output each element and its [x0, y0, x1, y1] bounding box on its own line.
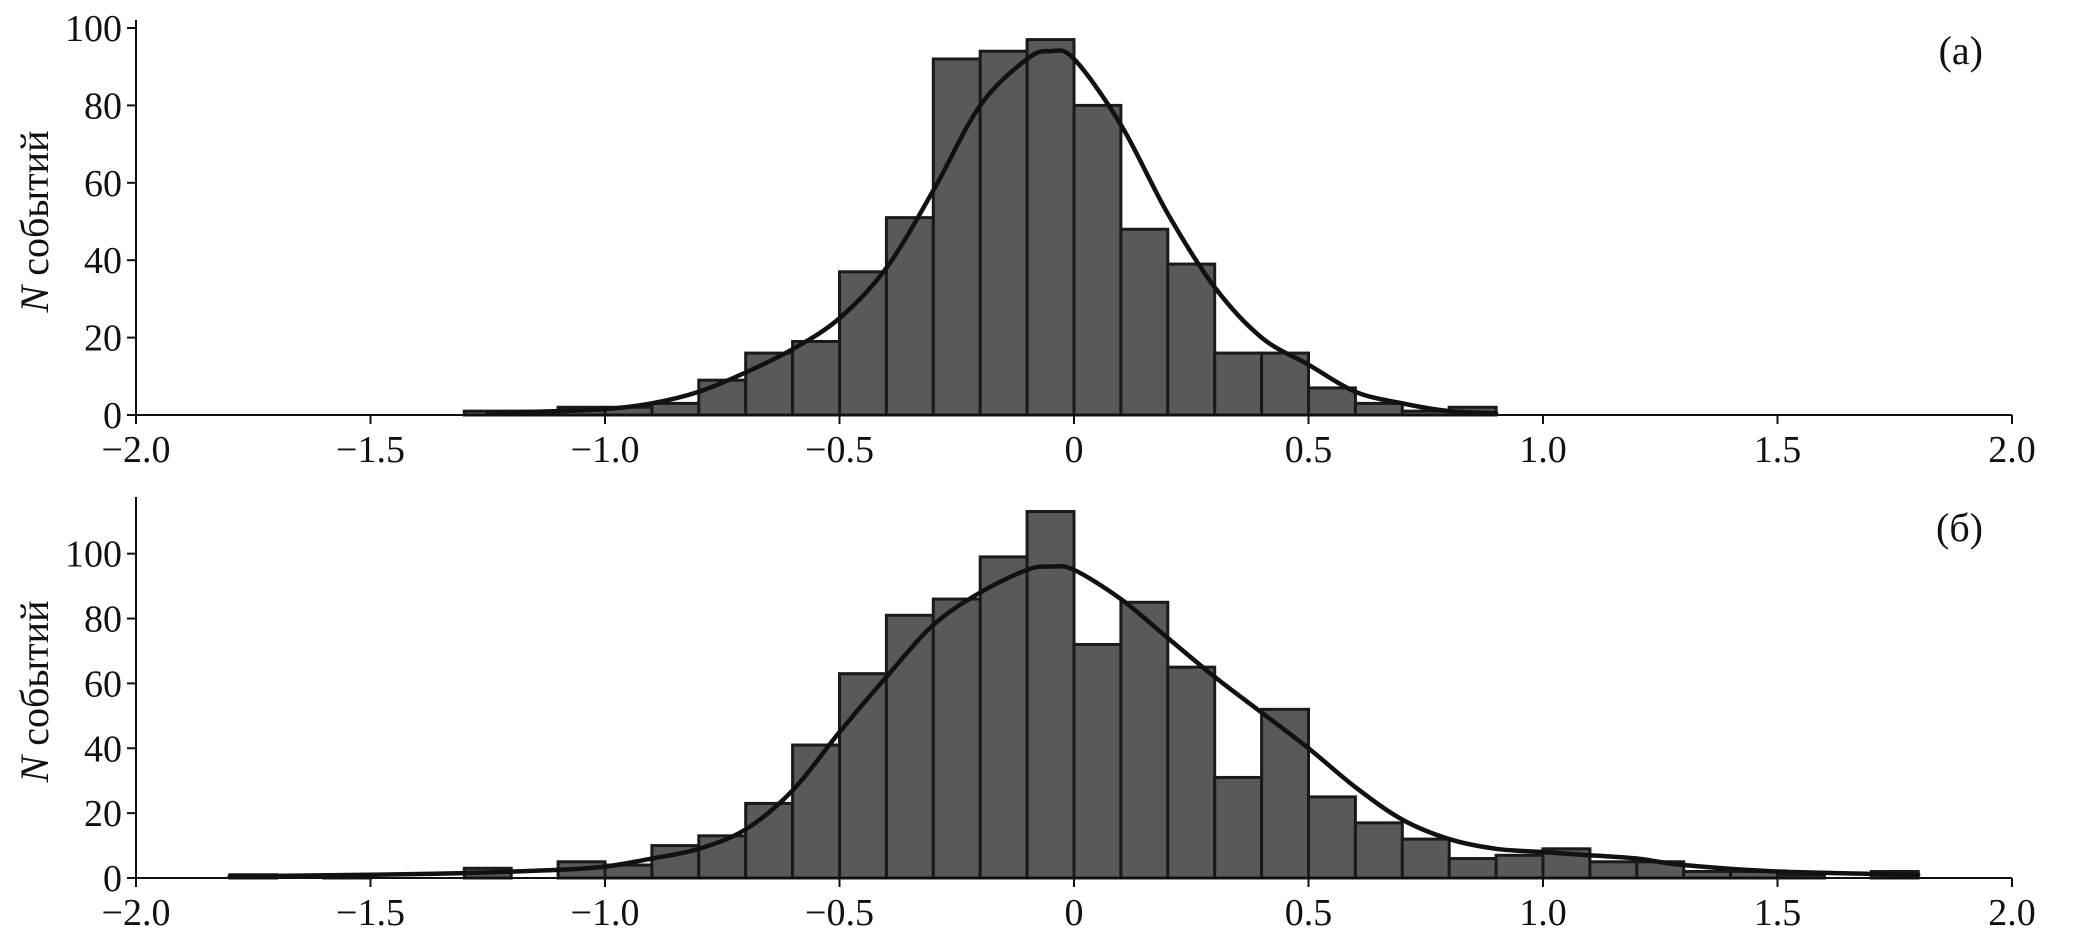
- panel-b-y-tick-label-1: 20: [84, 793, 122, 835]
- panel-a-bar-7: [791, 339, 841, 417]
- panel-a-x-tick-label-2: −1.0: [571, 429, 640, 471]
- panel-b-x-tick-label-3: −0.5: [805, 892, 874, 934]
- panel-b-bar-15: [1119, 600, 1170, 880]
- panel-b-x-tick-label-0: −2.0: [102, 892, 171, 934]
- panel-a-x-tick-label-4: 0: [1065, 429, 1084, 471]
- panel-a-bar-14: [1119, 227, 1170, 417]
- panel-b-x-tick-label-5: 0.5: [1285, 892, 1333, 934]
- panel-a-bars: [462, 38, 1498, 417]
- panel-b-bar-12: [978, 555, 1029, 880]
- panel-b-bar-19: [1307, 795, 1357, 880]
- panel-a-y-tick-label-3: 60: [84, 163, 122, 205]
- panel-a-x-tick-label-7: 1.5: [1754, 429, 1802, 471]
- panel-b-bar-20: [1353, 821, 1404, 880]
- panel-b-y-tick-label-2: 40: [84, 728, 122, 770]
- panel-a-bar-5: [697, 378, 748, 417]
- panel-a-bar-15: [1166, 262, 1217, 417]
- panel-a-bar-19: [1353, 401, 1404, 417]
- panel-a-x-tick-label-5: 0.5: [1285, 429, 1333, 471]
- panel-b-y-tick-label-0: 0: [103, 858, 122, 900]
- panel-b-y-tick-label-3: 60: [84, 663, 122, 705]
- panel-a-x-tick-label-1: −1.5: [336, 429, 405, 471]
- panel-b-bar-25: [1588, 860, 1639, 880]
- panel-a-x-tick-label-0: −2.0: [102, 429, 171, 471]
- panel-b-bar-17: [1213, 775, 1264, 880]
- panel-b-x-tick-label-8: 2.0: [1988, 892, 2036, 934]
- panel-b-label: (б): [1936, 505, 1983, 550]
- panel-b-bars: [228, 509, 1920, 880]
- panel-a: −2.0 −1.5 −1.0 −0.5 0 0.5 1.0 1.5 2.0 0 20 40 60 80 10…: [12, 8, 2036, 471]
- panel-a-bar-4: [650, 401, 701, 417]
- panel-a-bar-13: [1072, 103, 1123, 417]
- panel-b-bar-22: [1447, 857, 1498, 880]
- panel-b-y-tick-label-5: 100: [65, 534, 122, 576]
- panel-b-x-tick-label-1: −1.5: [336, 892, 405, 934]
- panel-b-y-axis-label: N событий: [12, 601, 57, 784]
- panel-b: −2.0 −1.5 −1.0 −0.5 0 0.5 1.0 1.5 2.0 0 20 40 60 80 10…: [12, 497, 2036, 934]
- panel-a-bar-12: [1025, 38, 1076, 417]
- panel-a-label: (а): [1939, 28, 1983, 73]
- panel-b-bar-23: [1494, 853, 1545, 880]
- panel-a-y-axis-label: N событий: [12, 131, 57, 314]
- panel-a-y-tick-label-0: 0: [103, 395, 122, 437]
- panel-a-x-tick-label-3: −0.5: [805, 429, 874, 471]
- panel-a-bar-18: [1307, 386, 1357, 417]
- panel-a-y-tick-label-4: 80: [84, 85, 122, 127]
- panel-a-kde-curve: [485, 48, 1499, 416]
- panel-b-bar-18: [1260, 707, 1310, 880]
- panel-b-bar-14: [1072, 642, 1123, 880]
- panel-b-kde-curve: [227, 563, 1921, 879]
- panel-b-bar-11: [931, 597, 982, 880]
- panel-a-x-tick-label-6: 1.0: [1519, 429, 1567, 471]
- panel-b-x-tick-label-2: −1.0: [571, 892, 640, 934]
- panel-a-y-tick-label-2: 40: [84, 240, 122, 282]
- panel-a-bar-9: [884, 216, 935, 417]
- panel-b-x-tick-label-4: 0: [1065, 892, 1084, 934]
- panel-a-bar-11: [978, 49, 1029, 417]
- panel-b-bar-13: [1025, 509, 1076, 880]
- panel-b-x-tick-label-6: 1.0: [1519, 892, 1567, 934]
- panel-a-bar-16: [1213, 351, 1264, 417]
- panel-a-y-tick-label-5: 100: [65, 8, 122, 50]
- panel-b-bar-21: [1400, 837, 1451, 880]
- panel-b-x-tick-label-7: 1.5: [1754, 892, 1802, 934]
- panel-b-bar-16: [1166, 665, 1217, 880]
- panel-b-bar-10: [884, 613, 935, 880]
- panel-a-y-tick-label-1: 20: [84, 318, 122, 360]
- panel-a-x-tick-label-8: 2.0: [1988, 429, 2036, 471]
- panel-b-y-tick-label-4: 80: [84, 599, 122, 641]
- panel-a-axes: −2.0 −1.5 −1.0 −0.5 0 0.5 1.0 1.5 2.0 0 20 40 60 80 10…: [65, 8, 2036, 471]
- panel-b-axes: −2.0 −1.5 −1.0 −0.5 0 0.5 1.0 1.5 2.0 0 20 40 60 80 10…: [65, 497, 2036, 934]
- panel-a-bar-17: [1260, 351, 1310, 417]
